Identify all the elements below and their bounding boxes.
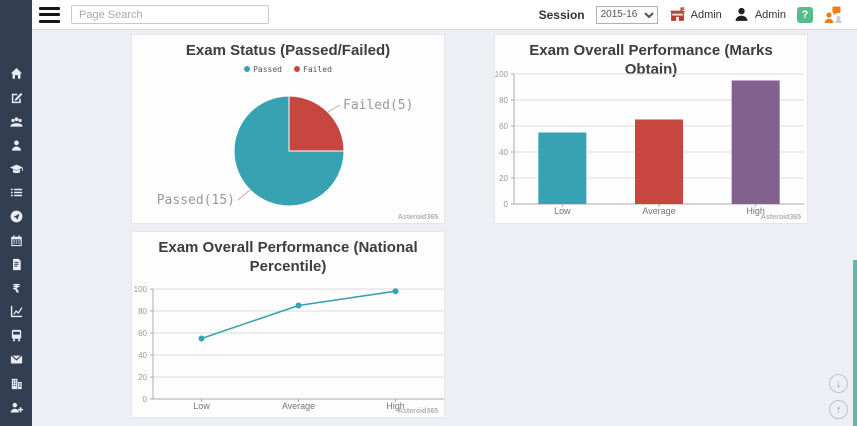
session-label: Session xyxy=(538,7,585,22)
legend-dot xyxy=(244,66,251,73)
svg-text:40: 40 xyxy=(499,148,508,157)
main-content: Exam Status (Passed/Failed) Passed Failed… xyxy=(32,30,857,426)
svg-text:100: 100 xyxy=(495,70,509,79)
svg-text:60: 60 xyxy=(499,122,508,131)
svg-text:High: High xyxy=(386,401,405,411)
sidebar-item-globe[interactable] xyxy=(0,205,32,229)
sidebar-item-edit[interactable] xyxy=(0,86,32,110)
svg-text:0: 0 xyxy=(143,395,148,404)
legend-item-failed[interactable]: Failed xyxy=(294,65,332,74)
rupee-icon: ₹ xyxy=(12,281,20,295)
chart-icon xyxy=(10,306,23,318)
watermark: Asteroid365 xyxy=(760,214,801,221)
watermark: Asteroid365 xyxy=(397,214,438,221)
sidebar-item-list[interactable] xyxy=(0,181,32,205)
svg-text:Low: Low xyxy=(193,401,210,411)
sidebar-item-calendar[interactable] xyxy=(0,229,32,253)
users-icon xyxy=(9,117,23,127)
chart-title-exam-status: Exam Status (Passed/Failed) xyxy=(185,42,391,59)
globe-icon xyxy=(10,210,22,223)
chart-title-national-percentile: Exam Overall Performance (National Perce… xyxy=(158,239,418,275)
edit-icon xyxy=(11,93,22,104)
sidebar-item-home[interactable] xyxy=(0,62,32,86)
help-icon[interactable]: ? xyxy=(797,6,813,23)
legend-dot xyxy=(294,66,300,73)
svg-text:Average: Average xyxy=(282,401,315,411)
arrow-up-icon: ↑ xyxy=(835,403,842,416)
card-marks-obtain: Exam Overall Performance (Marks Obtain) … xyxy=(494,34,808,224)
building-icon xyxy=(11,378,22,389)
svg-text:Failed(5): Failed(5) xyxy=(343,98,413,113)
pie-legend: Passed Failed xyxy=(132,65,444,74)
svg-text:Passed(15): Passed(15) xyxy=(157,193,235,208)
calendar-icon xyxy=(10,235,22,247)
pie-chart: Failed(5) Passed(15) xyxy=(132,81,446,218)
line-chart: 0 20 40 60 80 100 Low Average High xyxy=(132,280,446,419)
sidebar-item-building[interactable] xyxy=(0,371,32,395)
svg-text:40: 40 xyxy=(138,351,147,360)
user-add-icon xyxy=(10,402,23,413)
bar-chart: 0 20 40 60 80 100 Low Average High xyxy=(495,65,809,226)
school-admin-label: Admin xyxy=(690,8,722,21)
user-admin-label: Admin xyxy=(754,8,786,21)
page-search-input[interactable] xyxy=(71,5,269,24)
sidebar-item-user[interactable] xyxy=(0,133,32,157)
school-admin-menu[interactable]: Admin xyxy=(669,6,722,23)
receipt-icon xyxy=(12,258,21,270)
svg-text:20: 20 xyxy=(499,174,508,183)
user-icon xyxy=(11,140,21,151)
user-icon xyxy=(735,7,748,21)
sidebar-item-user-add[interactable] xyxy=(0,395,32,419)
svg-text:80: 80 xyxy=(499,96,508,105)
header-right: Session 2015-16 Admin Admin ? xyxy=(538,5,857,24)
bus-icon xyxy=(11,330,21,342)
svg-text:Average: Average xyxy=(642,206,675,216)
svg-text:Low: Low xyxy=(554,206,571,216)
chat-support-button[interactable] xyxy=(824,6,844,24)
hamburger-icon xyxy=(39,6,60,10)
sidebar-item-mail[interactable] xyxy=(0,348,32,372)
svg-text:60: 60 xyxy=(138,329,147,338)
sidebar: ₹ xyxy=(0,0,32,426)
svg-text:₹: ₹ xyxy=(12,281,20,295)
scrollbar-thumb[interactable] xyxy=(853,260,857,426)
scroll-down-button[interactable]: ↓ xyxy=(829,374,848,393)
svg-text:100: 100 xyxy=(134,285,148,294)
top-header: Session 2015-16 Admin Admin ? xyxy=(32,0,857,30)
mail-icon xyxy=(10,355,22,364)
chat-support-icon xyxy=(824,6,842,23)
sidebar-item-graduation[interactable] xyxy=(0,157,32,181)
sidebar-item-receipt[interactable] xyxy=(0,252,32,276)
list-icon xyxy=(10,189,22,197)
card-national-percentile: Exam Overall Performance (National Perce… xyxy=(131,231,445,418)
session-select[interactable]: 2015-16 xyxy=(595,5,658,24)
card-exam-status: Exam Status (Passed/Failed) Passed Failed… xyxy=(131,34,445,224)
sidebar-item-users[interactable] xyxy=(0,110,32,134)
user-admin-menu[interactable]: Admin xyxy=(733,6,786,23)
scroll-up-button[interactable]: ↑ xyxy=(829,400,848,419)
legend-item-passed[interactable]: Passed xyxy=(244,65,282,74)
school-icon xyxy=(670,7,685,21)
menu-toggle-button[interactable] xyxy=(39,6,60,23)
svg-text:0: 0 xyxy=(504,200,509,209)
sidebar-item-bus[interactable] xyxy=(0,324,32,348)
watermark: Asteroid365 xyxy=(397,408,438,415)
arrow-down-icon: ↓ xyxy=(835,377,842,390)
svg-text:80: 80 xyxy=(138,307,147,316)
home-icon xyxy=(10,68,22,80)
sidebar-item-rupee[interactable]: ₹ xyxy=(0,276,32,300)
sidebar-nav: ₹ xyxy=(0,62,32,419)
graduation-icon xyxy=(9,164,23,173)
sidebar-item-chart[interactable] xyxy=(0,300,32,324)
svg-text:20: 20 xyxy=(138,373,147,382)
svg-text:High: High xyxy=(746,206,765,216)
